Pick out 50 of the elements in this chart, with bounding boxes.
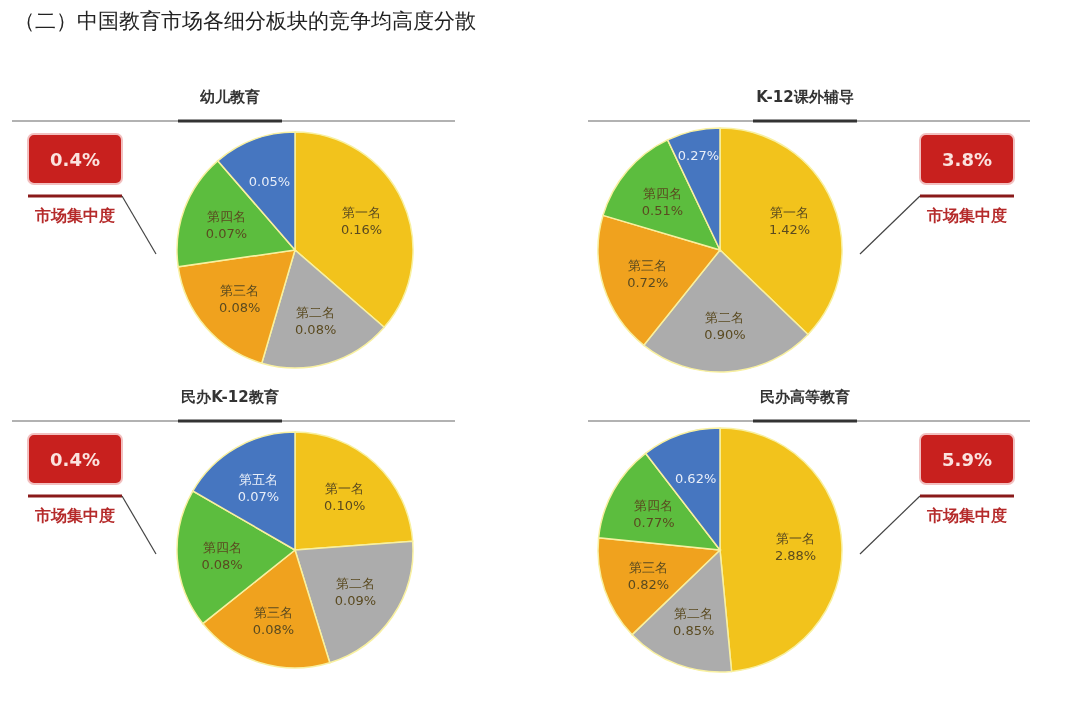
- data-label: 0.08%: [252, 621, 295, 637]
- slice-label: 第一名: [770, 205, 810, 221]
- text: 0.4%: [50, 449, 100, 470]
- data-label: 0.07%: [205, 226, 248, 242]
- chart-title: 民办K-12教育: [181, 388, 279, 406]
- data-label: 0.62%: [674, 471, 717, 487]
- chart-title: 幼儿教育: [200, 88, 260, 106]
- text: （二）中国教育市场各细分板块的竞争均高度分散: [14, 9, 476, 33]
- slice-label: 第一名: [325, 481, 365, 497]
- data-label: 0.82%: [627, 576, 670, 592]
- slice-label: 第三名: [253, 604, 293, 620]
- data-label: 0.51%: [641, 202, 684, 218]
- slice-label: 第二名: [296, 305, 336, 321]
- slice-label: 第五名: [238, 471, 278, 487]
- text: 市场集中度: [34, 506, 115, 525]
- slice-label: 第一名: [776, 531, 816, 547]
- text: 市场集中度: [926, 506, 1007, 525]
- slice-label: 第二名: [335, 576, 375, 592]
- data-label: 0.90%: [704, 327, 746, 343]
- slice-label: 第四名: [643, 185, 682, 201]
- data-label: 0.09%: [334, 593, 377, 609]
- slice-label: 第一名: [342, 204, 382, 220]
- text: 0.4%: [50, 149, 100, 170]
- data-label: 0.08%: [219, 299, 261, 315]
- data-label: 0.16%: [340, 221, 383, 237]
- data-label: 0.07%: [237, 488, 280, 504]
- slice-label: 第三名: [628, 257, 668, 273]
- data-label: 2.88%: [774, 548, 817, 564]
- text: 市场集中度: [926, 206, 1007, 225]
- chart-title: 民办高等教育: [760, 388, 850, 406]
- data-label: 0.08%: [201, 557, 243, 573]
- slice-label: 第二名: [674, 605, 714, 621]
- data-label: 0.27%: [677, 147, 720, 163]
- data-label: 0.10%: [324, 498, 366, 514]
- data-label: 0.05%: [248, 174, 291, 190]
- slice-label: 第四名: [206, 209, 246, 225]
- chart-title: K-12课外辅导: [756, 88, 854, 106]
- data-label: 1.42%: [768, 222, 811, 238]
- slice-label: 第四名: [634, 498, 674, 514]
- data-label: 0.08%: [294, 322, 337, 338]
- slice-label: 第四名: [202, 540, 242, 556]
- data-label: 0.85%: [673, 622, 715, 638]
- text: 3.8%: [942, 149, 992, 170]
- data-label: 0.77%: [633, 515, 675, 531]
- slice-label: 第三名: [629, 559, 669, 575]
- data-label: 0.72%: [627, 274, 669, 290]
- text: 5.9%: [942, 449, 992, 470]
- slice-label: 第二名: [705, 310, 745, 326]
- slice-label: 第三名: [220, 282, 260, 298]
- text: 市场集中度: [34, 206, 115, 225]
